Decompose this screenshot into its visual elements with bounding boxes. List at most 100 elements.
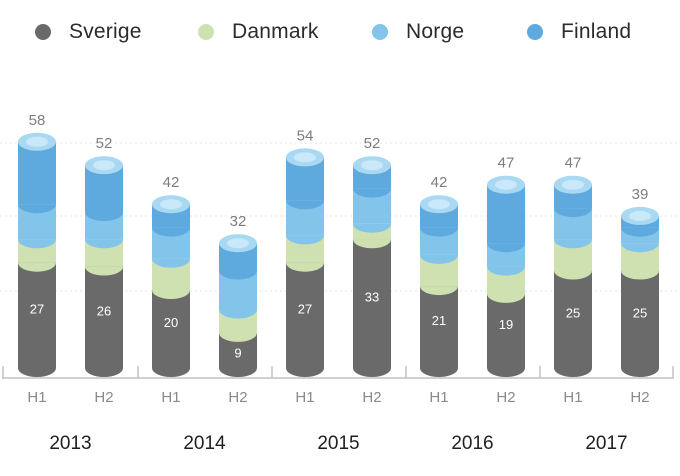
bar-segment-curve-finland-6	[420, 227, 458, 237]
x-group-label-2015: 2015	[317, 433, 359, 454]
x-tick-label-0: H1	[27, 389, 46, 406]
bar-segment-curve-danmark-5	[353, 239, 391, 249]
bar-segment-curve-finland-7	[487, 243, 525, 253]
legend-label-danmark: Danmark	[232, 20, 319, 43]
bar-cap-inner-7	[495, 179, 517, 190]
legend-swatch-danmark	[198, 24, 214, 40]
bar-sverige-label-8: 25	[566, 305, 580, 320]
bar-sverige-label-0: 27	[30, 301, 44, 316]
bar-segment-curve-norge-2	[152, 258, 190, 268]
bar-cap-inner-4	[294, 152, 316, 163]
bar-total-label-1: 52	[96, 135, 113, 152]
legend-label-norge: Norge	[406, 20, 465, 43]
legend-label-finland: Finland	[561, 20, 632, 43]
legend-swatch-sverige	[35, 24, 51, 40]
x-tick-label-2: H1	[161, 389, 180, 406]
bar-sverige-label-3: 9	[234, 345, 241, 360]
x-group-label-2017: 2017	[585, 433, 627, 454]
bar-segment-curve-norge-1	[85, 239, 123, 249]
legend-item-danmark: Danmark	[198, 14, 319, 50]
x-group-label-2013: 2013	[49, 433, 91, 454]
x-tick-label-7: H2	[496, 389, 515, 406]
legend-item-norge: Norge	[372, 14, 464, 50]
legend-swatch-finland	[527, 24, 543, 40]
bar-segment-curve-danmark-6	[420, 286, 458, 296]
bar-cap-inner-9	[629, 210, 651, 221]
x-tick-label-6: H1	[429, 389, 448, 406]
bar-segment-curve-finland-0	[18, 204, 56, 214]
bar-segment-sverige-9	[621, 270, 659, 368]
bar-total-label-3: 32	[230, 213, 247, 230]
legend-item-finland: Finland	[527, 14, 631, 50]
bar-cap-inner-3	[227, 238, 249, 249]
bar-segment-sverige-0	[18, 262, 56, 368]
bar-segment-curve-danmark-1	[85, 266, 123, 276]
bar-segment-curve-danmark-4	[286, 262, 324, 272]
bar-segment-sverige-7	[487, 293, 525, 368]
bar-cap-inner-1	[93, 160, 115, 171]
bar-segment-sverige-4	[286, 262, 324, 368]
bar-segment-curve-norge-5	[353, 223, 391, 233]
bar-cap-inner-5	[361, 160, 383, 171]
bar-total-label-7: 47	[498, 155, 515, 172]
bar-segment-curve-finland-3	[219, 270, 257, 280]
bar-segment-curve-finland-8	[554, 208, 592, 218]
bar-segment-sverige-6	[420, 286, 458, 368]
bar-segment-curve-danmark-2	[152, 290, 190, 299]
bar-segment-curve-finland-9	[621, 227, 659, 237]
bar-cap-inner-0	[26, 136, 48, 147]
bar-total-label-8: 47	[565, 155, 582, 172]
bar-segment-curve-norge-3	[219, 309, 257, 319]
bar-total-label-9: 39	[632, 186, 649, 203]
bar-cap-inner-8	[562, 179, 584, 190]
bar-sverige-label-5: 33	[365, 290, 379, 305]
bar-segment-curve-danmark-7	[487, 293, 525, 303]
bar-segment-curve-danmark-0	[18, 262, 56, 272]
x-tick-label-1: H2	[94, 389, 113, 406]
bar-segment-curve-finland-5	[353, 188, 391, 198]
bar-segment-finland-7	[487, 184, 525, 244]
x-group-label-2014: 2014	[183, 433, 226, 454]
bar-segment-sverige-1	[85, 266, 123, 368]
bar-segment-curve-danmark-8	[554, 270, 592, 280]
bar-cap-inner-6	[428, 199, 450, 210]
bar-total-label-5: 52	[364, 135, 381, 152]
legend: Sverige Danmark Norge Finland	[0, 14, 680, 50]
bar-sverige-label-6: 21	[432, 313, 446, 328]
bar-sverige-label-4: 27	[298, 301, 312, 316]
bar-segment-curve-finland-1	[85, 212, 123, 221]
x-tick-label-9: H2	[630, 389, 649, 406]
bar-total-label-4: 54	[297, 127, 314, 144]
x-group-label-2016: 2016	[451, 433, 493, 454]
bar-total-label-6: 42	[431, 174, 448, 191]
legend-item-sverige: Sverige	[35, 14, 142, 50]
bar-total-label-0: 58	[29, 112, 46, 129]
bar-segment-curve-finland-2	[152, 227, 190, 237]
bar-segment-curve-danmark-3	[219, 332, 257, 342]
legend-swatch-norge	[372, 24, 388, 40]
bar-segment-curve-norge-0	[18, 239, 56, 249]
bar-sverige-label-2: 20	[164, 315, 178, 330]
legend-label-sverige: Sverige	[69, 20, 142, 43]
bar-total-label-2: 42	[163, 174, 180, 191]
x-tick-label-8: H1	[563, 389, 582, 406]
bar-segment-sverige-5	[353, 239, 391, 368]
bar-cap-inner-2	[160, 199, 182, 210]
bar-segment-curve-finland-4	[286, 200, 324, 210]
bar-segment-sverige-2	[152, 290, 190, 368]
x-tick-label-3: H2	[228, 389, 247, 406]
bar-segment-curve-danmark-9	[621, 270, 659, 280]
bar-sverige-label-7: 19	[499, 317, 513, 332]
bar-sverige-label-1: 26	[97, 303, 111, 318]
x-tick-label-4: H1	[295, 389, 314, 406]
bar-segment-curve-norge-6	[420, 254, 458, 264]
bar-segment-curve-norge-8	[554, 239, 592, 249]
x-tick-label-5: H2	[362, 389, 381, 406]
bar-segment-curve-norge-7	[487, 266, 525, 276]
bar-segment-finland-0	[18, 141, 56, 205]
bar-segment-curve-norge-4	[286, 235, 324, 245]
bar-segment-sverige-8	[554, 270, 592, 368]
bar-sverige-label-9: 25	[633, 305, 647, 320]
bar-segment-curve-norge-9	[621, 243, 659, 253]
